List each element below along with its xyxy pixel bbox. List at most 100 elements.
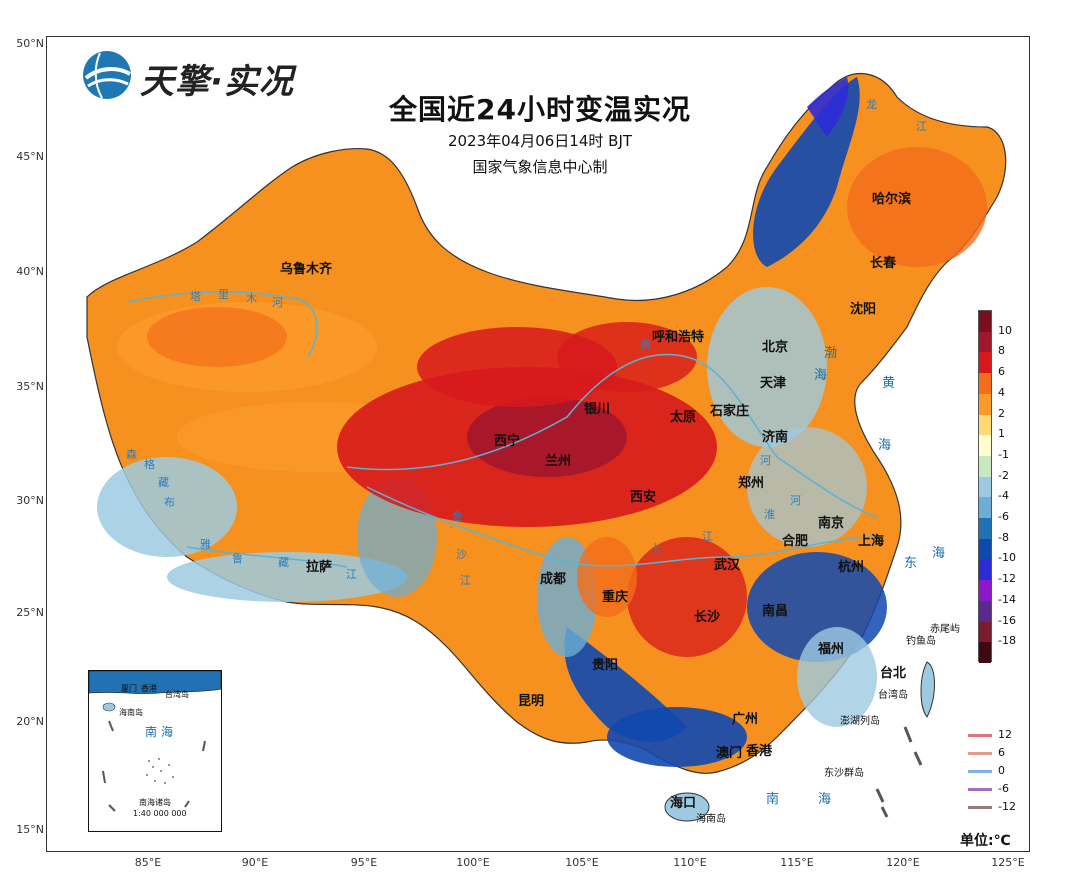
- line-legend-row: 6: [968, 746, 1038, 760]
- city-label: 沈阳: [850, 302, 877, 317]
- legend-label: 1: [998, 427, 1005, 441]
- city-label: 合肥: [782, 534, 809, 549]
- city-label: 武汉: [714, 558, 741, 573]
- legend-label: -10: [998, 551, 1016, 565]
- river-label: 沙: [456, 548, 467, 561]
- island-label: 海南岛: [696, 814, 726, 825]
- legend-label: 2: [998, 406, 1005, 420]
- inset-label: 台湾岛: [165, 690, 189, 699]
- legend-color-segment: [979, 393, 991, 415]
- line-legend-swatch: [968, 788, 992, 791]
- legend-color-segment: [979, 311, 991, 332]
- inset-label: 香港: [141, 684, 157, 693]
- city-label: 广州: [732, 712, 759, 727]
- lon-label: 105°E: [565, 856, 599, 869]
- line-legend-row: 12: [968, 728, 1038, 742]
- legend-label: -2: [998, 468, 1009, 482]
- legend-label: -6: [998, 510, 1009, 524]
- city-label: 杭州: [838, 560, 865, 575]
- legend-label: -14: [998, 592, 1016, 606]
- legend-color-segment: [979, 373, 991, 394]
- inset-label: 厦门: [121, 684, 137, 693]
- river-label: 河: [760, 454, 771, 467]
- city-label: 海口: [670, 796, 697, 811]
- globe-icon: [83, 51, 131, 99]
- south-china-sea-inset: 厦门 香港 台湾岛 海南岛 南 海 南海诸岛 1:40 000 000: [88, 670, 222, 832]
- legend-color-segment: [979, 476, 991, 498]
- line-legend-label: 6: [998, 746, 1005, 759]
- color-legend-bar: [978, 310, 992, 663]
- logo: 天擎·实况: [80, 48, 340, 108]
- city-label: 香港: [746, 744, 773, 759]
- temperature-map: [86, 73, 1007, 822]
- island-label: 台湾岛: [878, 690, 908, 701]
- legend-label: -18: [998, 634, 1016, 648]
- lat-label: 50°N: [16, 37, 44, 50]
- legend-color-segment: [979, 580, 991, 601]
- sea-label: 黄: [882, 376, 896, 391]
- lon-label: 115°E: [780, 856, 814, 869]
- river-label: 河: [272, 296, 283, 309]
- city-label: 昆明: [518, 694, 545, 709]
- city-label: 拉萨: [306, 560, 333, 575]
- river-label: 河: [790, 494, 801, 507]
- city-label: 贵阳: [592, 658, 619, 673]
- river-label: 木: [246, 292, 257, 305]
- legend-label: 6: [998, 365, 1005, 379]
- city-label: 天津: [760, 376, 787, 391]
- line-legend-label: 12: [998, 728, 1012, 741]
- line-legend-row: -6: [968, 782, 1038, 796]
- river-label: 格: [144, 458, 155, 471]
- river-label: 藏: [158, 476, 169, 489]
- legend-color-segment: [979, 642, 991, 663]
- lon-label: 110°E: [673, 856, 707, 869]
- city-label: 太原: [670, 410, 697, 425]
- city-label: 西宁: [494, 434, 521, 449]
- sea-label: 南: [766, 792, 780, 807]
- timestamp: 2023年04月06日14时 BJT: [447, 132, 633, 150]
- legend-label: -4: [998, 489, 1009, 503]
- city-label: 南京: [818, 516, 845, 531]
- river-label: 藏: [278, 556, 289, 569]
- line-legend-swatch: [968, 806, 992, 809]
- producer: 国家气象信息中心制: [472, 158, 608, 176]
- island-label: 澎湖列岛: [840, 716, 880, 727]
- river-label: 金: [452, 510, 463, 523]
- river-label: 黄: [640, 338, 651, 351]
- city-label: 兰州: [545, 454, 572, 469]
- legend-color-segment: [979, 559, 991, 581]
- river-label: 龙: [866, 98, 877, 111]
- logo-text: 天擎·实况: [140, 62, 294, 102]
- river-label: 淮: [764, 508, 775, 521]
- inset-label: 南海诸岛: [139, 798, 171, 807]
- river-label: 塔: [190, 290, 201, 303]
- legend-color-segment: [979, 518, 991, 539]
- line-legend-label: 0: [998, 764, 1005, 777]
- legend-label: -12: [998, 572, 1016, 586]
- legend-color-segment: [979, 621, 991, 643]
- river-label: 里: [218, 288, 229, 301]
- legend-label: 10: [998, 323, 1012, 337]
- lon-label: 85°E: [134, 856, 162, 869]
- legend-color-segment: [979, 497, 991, 519]
- city-label: 济南: [762, 430, 789, 445]
- city-label: 台北: [880, 666, 907, 681]
- city-label: 长春: [870, 256, 897, 271]
- lat-label: 45°N: [16, 150, 44, 163]
- lon-label: 90°E: [241, 856, 269, 869]
- lon-label: 95°E: [350, 856, 378, 869]
- island-label: 钓鱼岛: [906, 636, 936, 647]
- sea-label: 海: [814, 368, 828, 383]
- city-label: 南昌: [762, 604, 789, 619]
- lon-label: 100°E: [456, 856, 490, 869]
- island-label: 赤尾屿: [930, 624, 960, 635]
- inset-label: 南: [145, 725, 158, 739]
- city-label: 哈尔滨: [872, 192, 912, 207]
- legend-color-segment: [979, 435, 991, 456]
- legend-color-segment: [979, 538, 991, 560]
- river-label: 江: [702, 530, 713, 543]
- line-legend-swatch: [968, 734, 992, 737]
- lat-label: 30°N: [16, 494, 44, 507]
- inset-label: 海: [161, 725, 174, 739]
- river-label: 江: [346, 568, 357, 581]
